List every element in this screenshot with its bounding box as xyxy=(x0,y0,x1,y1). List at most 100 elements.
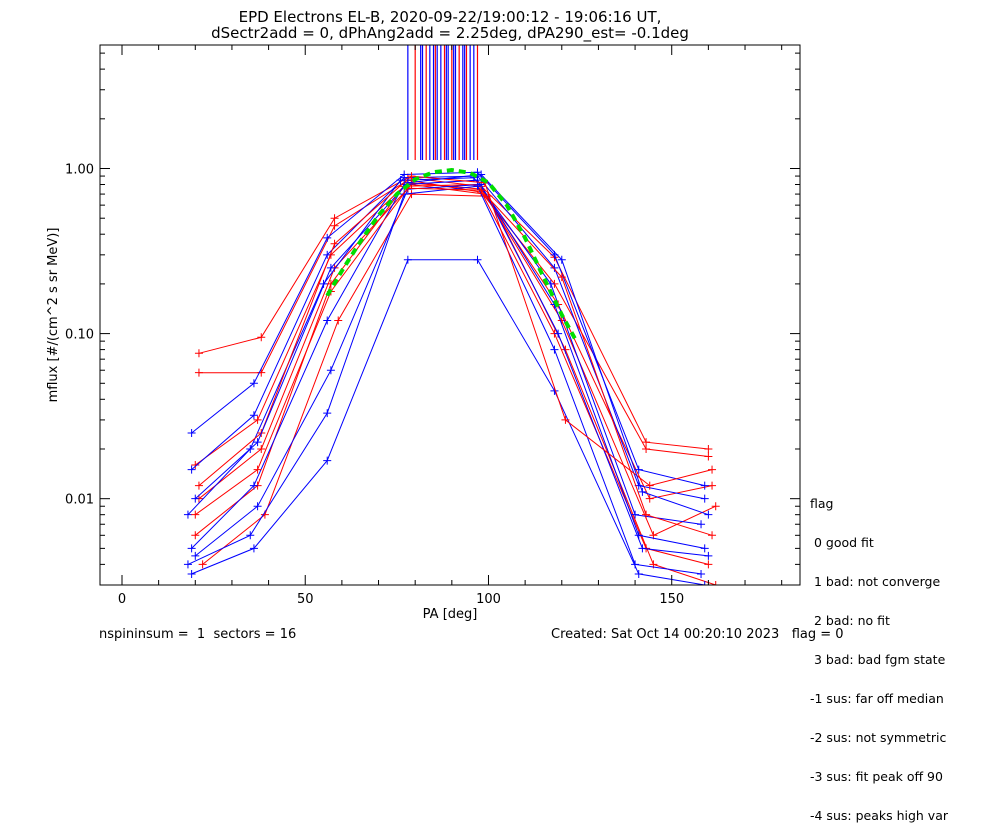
data-point xyxy=(187,428,196,437)
data-point xyxy=(253,465,262,474)
legend-item: -3 sus: fit peak off 90 xyxy=(810,769,943,784)
data-point xyxy=(473,255,482,264)
series-line xyxy=(198,175,713,487)
data-point xyxy=(645,481,654,490)
fit-curve xyxy=(325,167,579,343)
data-point xyxy=(249,544,258,553)
data-point xyxy=(400,190,409,199)
data-point xyxy=(561,415,570,424)
x-tick-label: 100 xyxy=(476,592,501,607)
series-line xyxy=(194,183,709,557)
data-point xyxy=(700,494,709,503)
data-point xyxy=(704,510,713,519)
data-point xyxy=(645,494,654,503)
data-point xyxy=(187,465,196,474)
data-point xyxy=(704,452,713,461)
y-tick-label: 0.01 xyxy=(65,493,94,508)
data-point xyxy=(708,481,717,490)
data-point xyxy=(253,415,262,424)
series-line xyxy=(187,185,702,575)
data-point xyxy=(323,233,332,242)
series-line xyxy=(195,187,713,536)
data-point xyxy=(557,273,566,282)
series-line xyxy=(195,182,713,500)
chart-title: EPD Electrons EL-B, 2020-09-22/19:00:12 … xyxy=(238,8,662,26)
series-line xyxy=(202,193,716,585)
data-point xyxy=(642,510,651,519)
data-point xyxy=(700,581,709,585)
data-point xyxy=(697,569,706,578)
data-point xyxy=(704,551,713,560)
data-point xyxy=(550,263,559,272)
series-line xyxy=(191,171,705,487)
y-axis-label: mflux [#/(cm^2 s sr MeV)] xyxy=(46,228,61,403)
data-point xyxy=(638,544,647,553)
legend-item: 2 bad: no fit xyxy=(810,613,890,628)
data-point xyxy=(194,368,203,377)
legend-title: flag xyxy=(810,496,834,511)
data-point xyxy=(700,481,709,490)
data-point xyxy=(183,560,192,569)
data-point xyxy=(191,494,200,503)
data-point xyxy=(191,551,200,560)
data-point xyxy=(323,316,332,325)
series-line xyxy=(194,173,709,516)
data-point xyxy=(257,333,266,342)
data-point xyxy=(396,176,405,185)
x-axis-label: PA [deg] xyxy=(423,607,478,622)
data-point xyxy=(704,444,713,453)
axes-layer: 0 50 100 150 PA [deg] 0.01 0.10 1.00 mflux [#/(c… xyxy=(46,44,801,622)
data-point xyxy=(473,182,482,191)
data-point xyxy=(330,239,339,248)
footer-sector-info: nspininsum = 1 sectors = 16 xyxy=(99,627,297,642)
data-point xyxy=(191,531,200,540)
data-point xyxy=(198,560,207,569)
legend-item: -2 sus: not symmetric xyxy=(810,730,947,745)
x-tick-label: 0 xyxy=(118,592,126,607)
legend-item: 3 bad: bad fgm state xyxy=(810,652,946,667)
data-point xyxy=(554,329,563,338)
data-point xyxy=(697,520,706,529)
chart-subtitle: dSectr2add = 0, dPhAng2add = 2.25deg, dP… xyxy=(211,24,689,42)
data-point xyxy=(253,438,262,447)
data-point xyxy=(477,186,486,195)
x-tick-label: 50 xyxy=(297,592,314,607)
data-point xyxy=(257,368,266,377)
data-point xyxy=(319,279,328,288)
data-point xyxy=(249,379,258,388)
data-point xyxy=(194,481,203,490)
data-point xyxy=(708,465,717,474)
data-point xyxy=(323,456,332,465)
data-point xyxy=(194,349,203,358)
data-point xyxy=(330,221,339,230)
data-point xyxy=(253,502,262,511)
data-point xyxy=(704,560,713,569)
legend-item: 1 bad: not converge xyxy=(810,574,941,589)
data-point xyxy=(711,581,720,585)
data-point xyxy=(642,438,651,447)
series-line xyxy=(187,177,702,525)
legend-item: -1 sus: far off median xyxy=(810,691,944,706)
series-line xyxy=(191,175,705,500)
series-line xyxy=(198,177,709,450)
data-point xyxy=(642,444,651,453)
x-tick-label: 150 xyxy=(659,592,684,607)
data-point xyxy=(638,487,647,496)
data-point xyxy=(187,569,196,578)
data-point xyxy=(334,316,343,325)
data-point xyxy=(330,214,339,223)
data-point xyxy=(326,263,335,272)
series-line xyxy=(191,179,705,549)
legend-item: -4 sus: peaks high var xyxy=(810,808,949,823)
data-point xyxy=(477,170,486,179)
series-line xyxy=(191,259,705,585)
data-point xyxy=(183,510,192,519)
footer-created-info: Created: Sat Oct 14 00:20:10 2023 flag =… xyxy=(551,627,844,642)
axes-frame xyxy=(99,44,801,586)
data-point xyxy=(631,510,640,519)
data-point xyxy=(403,255,412,264)
data-point xyxy=(191,510,200,519)
data-point xyxy=(407,172,416,181)
data-point xyxy=(257,444,266,453)
data-point xyxy=(249,411,258,420)
